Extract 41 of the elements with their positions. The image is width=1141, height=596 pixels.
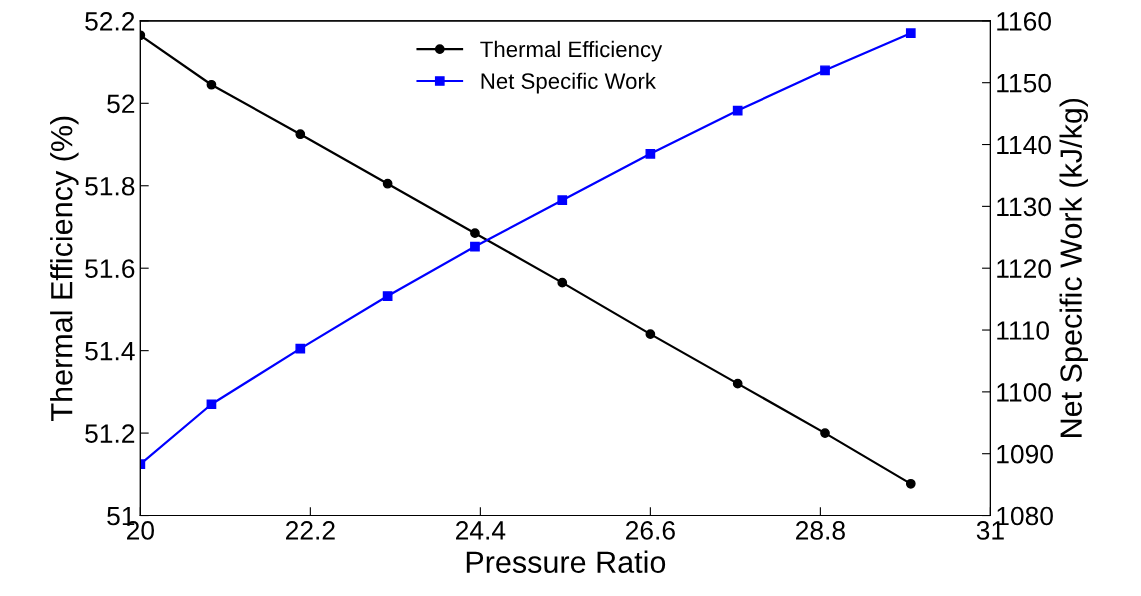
- y2-tick-label: 1160: [997, 11, 1051, 31]
- y2-tick-label: 1150: [997, 73, 1051, 93]
- y-axis-title: Thermal Efficiency (%): [50, 116, 79, 421]
- point: [732, 378, 743, 389]
- x-tick-label: 24.4: [456, 521, 506, 540]
- point: [820, 65, 830, 76]
- point: [645, 148, 656, 159]
- point: [295, 129, 306, 140]
- point: [557, 195, 568, 206]
- y-tick-label: 51.2: [85, 424, 135, 443]
- point: [645, 329, 656, 340]
- point: [470, 228, 480, 239]
- point: [206, 399, 217, 410]
- point: [470, 241, 480, 252]
- y-tick-label: 51.6: [85, 259, 135, 279]
- x-tick-label: 22.2: [286, 521, 335, 540]
- x-axis-title: Pressure Ratio: [466, 550, 666, 573]
- x-tick-label: 26.6: [626, 521, 675, 540]
- y2-tick-label: 1110: [997, 321, 1050, 340]
- point: [206, 79, 217, 90]
- y2-axis-title: Net Specific Work (kJ/kg): [1059, 98, 1088, 437]
- point: [905, 478, 916, 489]
- y2-tick-label: 1090: [997, 444, 1053, 464]
- y2-tick-label: 1120: [997, 259, 1051, 279]
- y-tick-label: 51.4: [85, 342, 135, 361]
- point: [820, 428, 830, 438]
- point: [295, 343, 306, 354]
- y-tick-label: 52: [107, 94, 135, 114]
- point: [732, 105, 743, 116]
- legend-label: Net Specific Work: [481, 72, 657, 94]
- y2-tick-label: 1100: [997, 383, 1051, 402]
- point: [905, 28, 916, 39]
- y-tick-label: 51.8: [85, 176, 135, 196]
- y-tick-label: 52.2: [85, 11, 135, 31]
- x-tick-label: 28.8: [796, 521, 845, 540]
- y2-tick-label: 1140: [997, 135, 1051, 155]
- point: [557, 277, 568, 288]
- legend-label: Thermal Efficiency: [480, 40, 663, 62]
- y2-tick-label: 1130: [997, 197, 1051, 217]
- point: [382, 291, 393, 301]
- point: [382, 178, 393, 189]
